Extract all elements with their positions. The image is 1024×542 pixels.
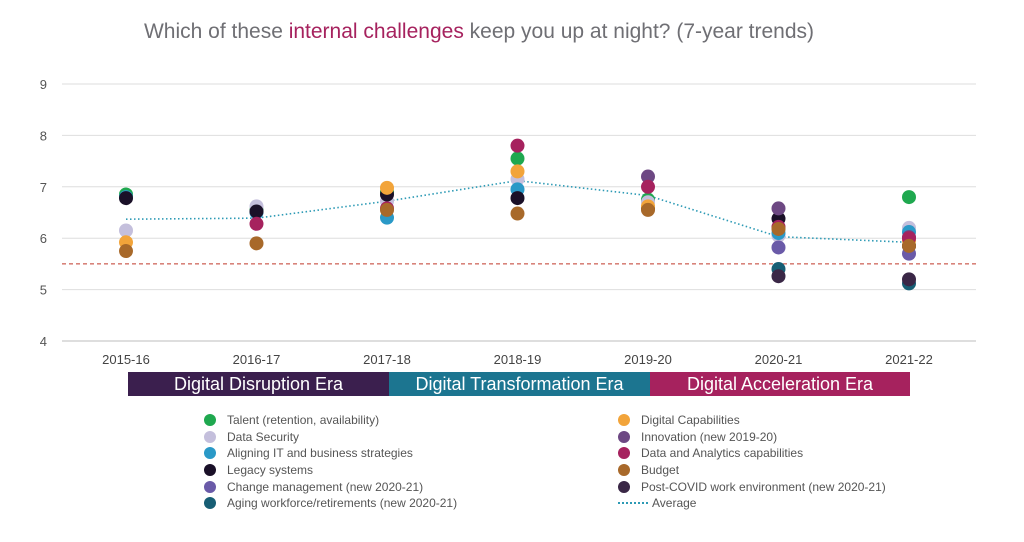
legend-item: Aligning IT and business strategies [204,445,457,462]
y-tick-label: 4 [40,334,47,349]
data-point [380,180,394,195]
data-point [641,202,655,217]
legend-item: Innovation (new 2019-20) [618,429,886,446]
legend-label: Post-COVID work environment (new 2020-21… [641,479,886,494]
data-point [902,238,916,253]
legend-marker [618,447,630,460]
legend-label: Average [652,496,697,511]
era-acceleration: Digital Acceleration Era [650,372,910,396]
title-highlight: internal challenges [288,20,464,43]
data-point [119,223,133,238]
title-suffix: keep you up at night? (7-year trends) [463,20,815,43]
data-point [119,191,133,206]
legend-label: Aging workforce/retirements (new 2020-21… [227,496,458,511]
y-tick-label: 6 [40,231,47,246]
era-bar: Digital Disruption Era Digital Transform… [128,372,910,396]
x-tick-label: 2018-19 [494,352,542,367]
data-point [902,272,916,287]
legend-label: Digital Capabilities [641,413,740,428]
legend-item: Post-COVID work environment (new 2020-21… [618,478,886,495]
data-point [380,202,394,217]
legend-label: Data and Analytics capabilities [641,446,804,461]
legend-right: Digital Capabilities Innovation (new 2019… [618,412,886,512]
legend-marker [204,480,216,493]
data-point [771,221,786,236]
data-point [119,244,133,259]
y-tick-label: 8 [40,128,47,143]
data-point [249,216,264,231]
legend-item: Change management (new 2020-21) [204,478,457,495]
legend-left: Talent (retention, availability) Data Sec… [204,412,457,512]
data-point [249,204,264,219]
y-tick-label: 9 [40,77,47,92]
legend-marker [618,480,630,493]
legend-item: Data and Analytics capabilities [618,445,886,462]
data-point [641,179,655,194]
legend-label: Change management (new 2020-21) [227,479,424,494]
y-tick-label: 7 [40,180,47,195]
legend-marker [204,414,216,427]
legend-average-marker [618,502,648,505]
title-prefix: Which of these [143,20,289,43]
chart-title: Which of these internal challenges keep … [0,20,958,44]
legend-item: Data Security [204,429,457,446]
legend-marker [618,414,630,427]
legend-marker [204,430,216,443]
legend-label: Legacy systems [227,463,314,478]
legend-label: Budget [641,463,680,478]
legend-marker [204,464,216,477]
data-point [510,191,525,206]
legend-label: Aligning IT and business strategies [227,446,413,461]
legend-item: Talent (retention, availability) [204,412,457,429]
data-point [771,240,786,255]
data-point [510,151,525,166]
data-point [249,236,264,251]
legend-item: Aging workforce/retirements (new 2020-21… [204,495,457,512]
x-tick-label: 2016-17 [233,352,281,367]
data-point [510,206,525,221]
y-tick-label: 5 [40,283,47,298]
legend-item-average: Average [618,495,886,512]
era-disruption: Digital Disruption Era [128,372,389,396]
x-tick-label: 2017-18 [363,352,411,367]
era-transformation: Digital Transformation Era [389,372,650,396]
legend-label: Talent (retention, availability) [227,413,380,428]
x-tick-label: 2021-22 [885,352,933,367]
legend-marker [204,497,216,510]
legend-marker [204,447,216,460]
x-tick-label: 2019-20 [624,352,672,367]
legend-marker [618,464,630,477]
legend-marker [618,430,630,443]
data-point [902,190,916,205]
data-point [771,269,786,284]
legend-item: Budget [618,462,886,479]
data-point [510,164,525,179]
legend-item: Digital Capabilities [618,412,886,429]
data-point [510,138,525,153]
data-point [641,169,655,184]
data-point [771,201,786,216]
legend-label: Innovation (new 2019-20) [641,429,778,444]
x-tick-label: 2020-21 [755,352,803,367]
x-tick-label: 2015-16 [102,352,150,367]
legend-item: Legacy systems [204,462,457,479]
legend-label: Data Security [227,429,300,444]
